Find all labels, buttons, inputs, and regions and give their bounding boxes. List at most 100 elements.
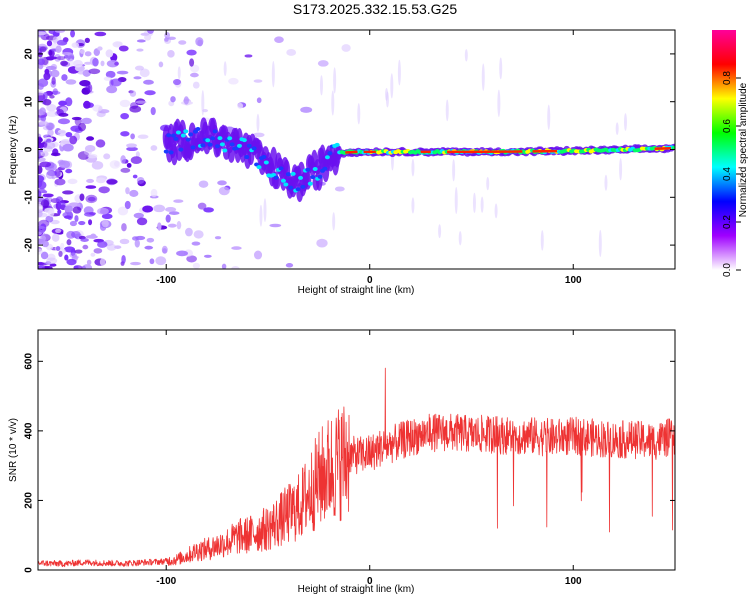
spectrogram-noise-blob xyxy=(67,178,78,185)
spectrogram-noise-blob xyxy=(121,254,126,264)
spectrogram-faint-streak xyxy=(177,66,181,80)
spectrogram-noise-blob xyxy=(91,161,104,170)
spectrogram-track-core xyxy=(222,148,228,153)
spectrogram-noise-blob xyxy=(114,161,120,167)
spectrogram-noise-blob xyxy=(100,60,105,67)
spectrogram-noise-blob xyxy=(54,178,66,186)
spectrogram-noise-blob xyxy=(62,143,74,152)
spectrogram-track-core xyxy=(263,160,269,165)
spectrogram-noise-blob xyxy=(252,132,265,138)
colorbar-tick-label-2: 0.4 xyxy=(722,167,733,181)
spectrogram-noise-blob xyxy=(46,104,57,112)
spectrogram-noise-blob xyxy=(341,44,351,52)
snr-y-tick-label-2: 400 xyxy=(24,422,35,439)
spectrogram-noise-blob xyxy=(95,177,106,184)
spectrogram-noise-blob xyxy=(48,49,53,56)
spectrogram-track-core xyxy=(273,175,279,180)
spectrogram-noise-blob xyxy=(237,102,244,109)
spectrogram-track-core xyxy=(214,144,220,149)
spectrogram-track-core xyxy=(205,138,211,143)
spectrogram-noise-blob xyxy=(153,204,166,213)
spectrogram-track-core xyxy=(219,142,225,147)
spectrogram-noise-blob xyxy=(136,39,146,43)
spectrogram-noise-blob xyxy=(158,61,164,68)
spectrogram-noise-blob xyxy=(118,45,129,52)
spectrogram-noise-blob xyxy=(52,36,58,44)
spectrogram-noise-blob xyxy=(55,228,62,234)
spectrogram-track-core xyxy=(285,172,291,177)
spectrogram-noise-blob xyxy=(136,217,148,226)
spectrogram-noise-blob xyxy=(130,261,141,266)
spectrogram-noise-blob xyxy=(79,49,85,54)
spectrogram-noise-blob xyxy=(38,209,43,218)
spectrogram-y-tick-label-4: 20 xyxy=(24,48,35,60)
spectrogram-noise-blob xyxy=(183,96,189,105)
spectrogram-noise-blob xyxy=(83,212,96,217)
spectrogram-noise-blob xyxy=(60,242,65,249)
spectrogram-noise-blob xyxy=(65,97,73,107)
spectrogram-noise-blob xyxy=(38,248,43,255)
spectrogram-noise-blob xyxy=(116,70,129,75)
spectrogram-track-core xyxy=(210,136,216,141)
spectrogram-track-core xyxy=(212,129,218,134)
spectrogram-noise-blob xyxy=(38,149,43,153)
spectrogram-track-core xyxy=(168,150,174,155)
spectrogram-noise-blob xyxy=(165,206,177,213)
spectrogram-noise-blob xyxy=(54,30,65,33)
spectrogram-noise-blob xyxy=(97,241,108,248)
spectrogram-noise-blob xyxy=(84,51,92,57)
spectrogram-track-core xyxy=(283,182,289,187)
spectrogram-noise-blob xyxy=(56,39,68,46)
spectrogram-noise-blob xyxy=(42,193,54,198)
spectrogram-noise-blob xyxy=(176,221,182,230)
spectrogram-noise-blob xyxy=(106,59,119,68)
spectrogram-noise-blob xyxy=(46,257,58,265)
spectrogram-noise-blob xyxy=(38,136,43,143)
spectrogram-noise-blob xyxy=(142,205,154,213)
spectrogram-track-core xyxy=(327,151,333,156)
spectrogram-faint-streak xyxy=(201,90,205,116)
spectrogram-noise-blob xyxy=(176,250,188,257)
spectrogram-track-core xyxy=(290,171,296,176)
spectrogram-noise-blob xyxy=(94,31,107,37)
spectrogram-noise-blob xyxy=(86,136,95,141)
spectrogram-noise-blob xyxy=(134,239,140,248)
spectrogram-noise-blob xyxy=(57,118,70,125)
spectrogram-noise-blob xyxy=(146,237,155,243)
colorbar-ticks: 0.0 0.2 0.4 0.6 0.8 xyxy=(722,71,741,277)
spectrogram-x-tick-label-1: 0 xyxy=(367,275,373,286)
spectrogram-track-core xyxy=(175,130,181,135)
snr-y-tick-label-3: 600 xyxy=(24,353,35,370)
spectrogram-noise-blob xyxy=(101,213,113,220)
spectrogram-track-core xyxy=(305,167,311,172)
spectrogram-noise-blob xyxy=(172,79,182,86)
colorbar-tick-label-3: 0.6 xyxy=(722,119,733,133)
spectrogram-x-label: Height of straight line (km) xyxy=(298,285,415,296)
spectrogram-noise-blob xyxy=(52,88,58,96)
spectrogram-noise-blob xyxy=(162,248,168,254)
colorbar-gradient xyxy=(712,30,736,270)
spectrogram-track-core xyxy=(322,166,328,171)
spectrogram-noise-blob xyxy=(167,223,177,228)
spectrogram-noise-blob xyxy=(136,48,144,52)
spectrogram-noise-blob xyxy=(112,41,123,48)
spectrogram-noise-blob xyxy=(99,258,106,266)
spectrogram-noise-layer xyxy=(38,30,627,269)
spectrogram-noise-blob xyxy=(83,149,92,156)
spectrogram-faint-streak xyxy=(411,159,415,177)
spectrogram-faint-streak xyxy=(357,103,361,125)
spectrogram-noise-blob xyxy=(64,205,73,213)
spectrogram-noise-blob xyxy=(231,246,242,250)
spectrogram-track-core xyxy=(307,181,313,186)
spectrogram-noise-blob xyxy=(49,263,57,267)
spectrogram-track-core xyxy=(246,143,252,148)
spectrogram-noise-blob xyxy=(103,76,112,81)
spectrogram-noise-blob xyxy=(54,168,61,178)
spectrogram-noise-blob xyxy=(88,219,93,226)
spectrogram-noise-blob xyxy=(85,85,91,91)
spectrogram-noise-blob xyxy=(129,90,137,97)
spectrogram-track-core xyxy=(261,155,267,160)
spectrogram-noise-blob xyxy=(38,92,44,96)
spectrogram-faint-streak xyxy=(256,113,260,132)
spectrogram-y-ticks: -20 -10 0 10 20 xyxy=(24,48,675,252)
